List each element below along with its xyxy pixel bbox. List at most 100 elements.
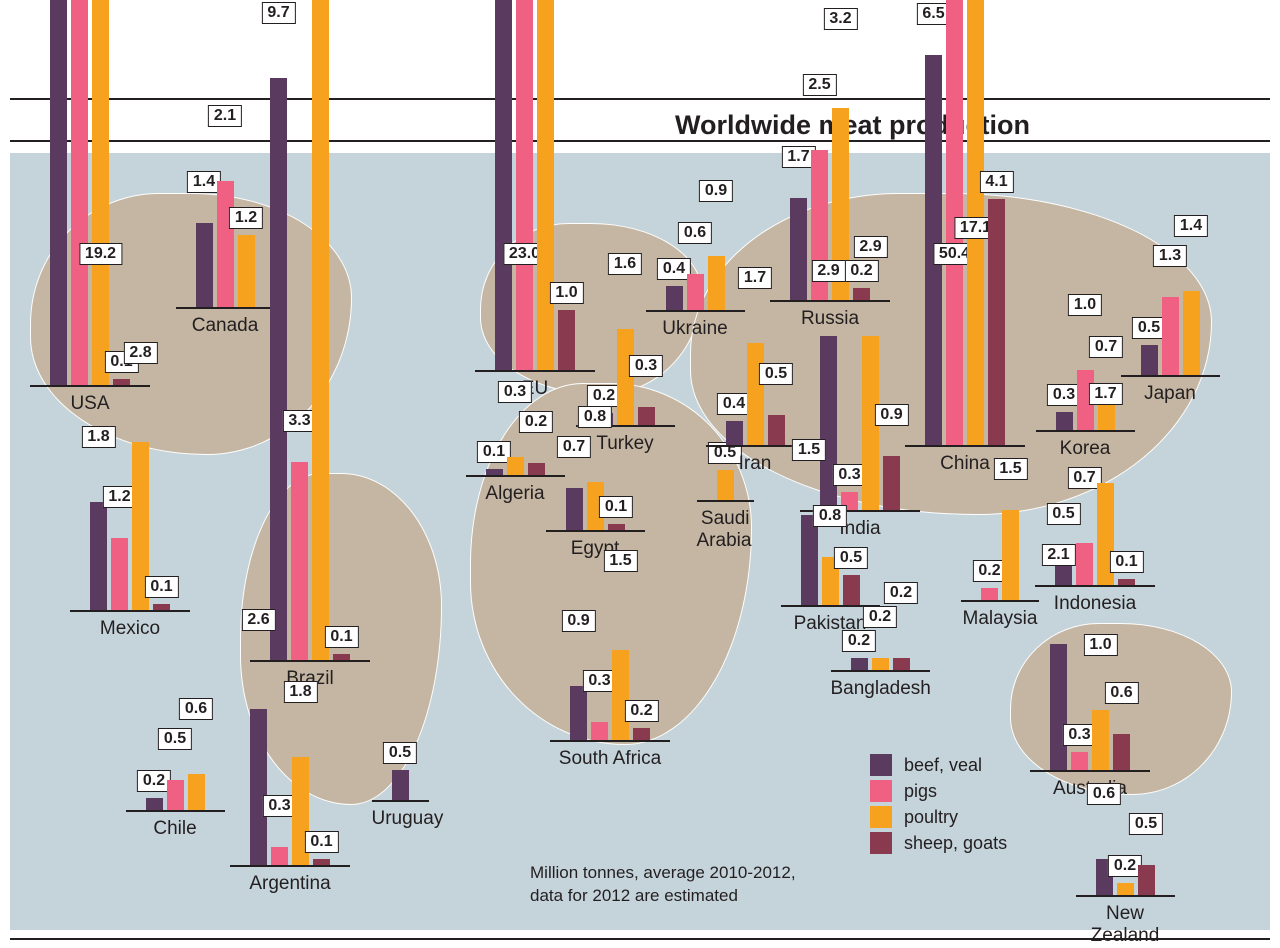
value-label: 1.6 — [608, 253, 642, 275]
bar-poultry — [188, 774, 205, 810]
value-label: 1.4 — [1174, 215, 1208, 237]
footnote-line2: data for 2012 are estimated — [530, 886, 738, 905]
bar-pigs — [1162, 297, 1179, 375]
country-canada: 1.42.11.2Canada — [176, 307, 275, 337]
bar-poultry — [708, 256, 725, 310]
bar-pigs — [1071, 752, 1088, 770]
bar-beef — [726, 421, 743, 445]
country-name: Russia — [770, 308, 890, 330]
legend-label: poultry — [904, 807, 958, 828]
value-label: 0.2 — [519, 411, 553, 433]
country-name: Saudi Arabia — [697, 508, 754, 552]
country-name: Bangladesh — [831, 678, 930, 700]
country-south-africa: 0.90.31.50.2South Africa — [550, 740, 670, 770]
baseline — [1121, 375, 1220, 377]
baseline — [475, 370, 595, 372]
baseline — [176, 307, 275, 309]
country-name: Korea — [1036, 438, 1135, 460]
bar-sheep — [113, 379, 130, 385]
footnote: Million tonnes, average 2010-2012, data … — [530, 862, 796, 908]
bar-beef — [270, 78, 287, 660]
value-label: 0.6 — [179, 698, 213, 720]
bar-sheep — [883, 456, 900, 510]
country-algeria: 0.10.30.2Algeria — [466, 475, 565, 505]
bar-beef — [1050, 644, 1067, 770]
bar-sheep — [988, 199, 1005, 445]
country-japan: 0.51.31.4Japan — [1121, 375, 1220, 405]
bar-beef — [486, 469, 503, 475]
legend-label: beef, veal — [904, 755, 982, 776]
country-usa: 11.410.219.20.1USA — [30, 385, 150, 415]
country-name: Algeria — [466, 483, 565, 505]
bar-sheep — [1113, 734, 1130, 770]
bar-pigs — [271, 847, 288, 865]
legend-swatch — [870, 754, 892, 776]
bar-poultry — [612, 650, 629, 740]
value-label: 0.9 — [699, 180, 733, 202]
baseline — [466, 475, 565, 477]
value-label: 0.3 — [498, 381, 532, 403]
country-name: New Zealand — [1076, 903, 1175, 947]
baseline — [70, 610, 190, 612]
bar-beef — [566, 488, 583, 530]
value-label: 2.1 — [208, 105, 242, 127]
value-label: 19.2 — [79, 243, 122, 265]
bar-pigs — [591, 722, 608, 740]
legend-row: sheep, goats — [870, 832, 1007, 854]
bar-sheep — [1138, 865, 1155, 895]
country-eu: 8.123.012.41.0EU — [475, 370, 595, 400]
baseline — [230, 865, 350, 867]
country-indonesia: 0.50.71.70.1Indonesia — [1035, 585, 1155, 615]
baseline — [250, 660, 370, 662]
value-label: 1.0 — [549, 282, 583, 304]
country-name: Iran — [706, 453, 805, 475]
value-label: 2.6 — [241, 609, 275, 631]
bar-sheep — [893, 658, 910, 670]
country-russia: 1.72.53.20.2Russia — [770, 300, 890, 330]
country-uruguay: 0.5Uruguay — [372, 800, 429, 830]
bar-sheep — [843, 575, 860, 605]
bar-pigs — [981, 588, 998, 600]
baseline — [30, 385, 150, 387]
rule-mid — [10, 140, 1270, 142]
baseline — [770, 300, 890, 302]
value-label: 0.1 — [1109, 551, 1143, 573]
country-new-zealand: 0.60.20.5New Zealand — [1076, 895, 1175, 947]
baseline — [905, 445, 1025, 447]
bar-poultry — [1002, 510, 1019, 600]
baseline — [646, 310, 745, 312]
legend-swatch — [870, 806, 892, 828]
value-label: 2.8 — [123, 342, 157, 364]
legend-row: pigs — [870, 780, 1007, 802]
bar-sheep — [633, 728, 650, 740]
value-label: 0.1 — [324, 626, 358, 648]
baseline — [546, 530, 645, 532]
baseline — [831, 670, 930, 672]
legend-row: beef, veal — [870, 754, 1007, 776]
country-name: Indonesia — [1035, 593, 1155, 615]
country-iran: 0.41.70.5Iran — [706, 445, 805, 475]
bar-sheep — [558, 310, 575, 370]
bar-poultry — [747, 343, 764, 445]
bar-pigs — [111, 538, 128, 610]
value-label: 1.5 — [993, 458, 1027, 480]
bar-beef — [50, 0, 67, 385]
bar-beef — [790, 198, 807, 300]
value-label: 1.7 — [738, 267, 772, 289]
value-label: 0.7 — [1089, 336, 1123, 358]
baseline — [697, 500, 754, 502]
value-label: 2.9 — [811, 260, 845, 282]
value-label: 0.2 — [624, 700, 658, 722]
value-label: 0.8 — [813, 505, 847, 527]
bar-pigs — [516, 0, 533, 370]
country-mexico: 1.81.22.80.1Mexico — [70, 610, 190, 640]
value-label: 1.2 — [229, 207, 263, 229]
value-label: 0.5 — [834, 547, 868, 569]
value-label: 0.2 — [844, 260, 878, 282]
value-label: 1.0 — [1083, 634, 1117, 656]
bar-poultry — [1092, 710, 1109, 770]
country-korea: 0.31.00.7Korea — [1036, 430, 1135, 460]
value-label: 0.1 — [304, 831, 338, 853]
country-name: Mexico — [70, 618, 190, 640]
country-name: USA — [30, 393, 150, 415]
